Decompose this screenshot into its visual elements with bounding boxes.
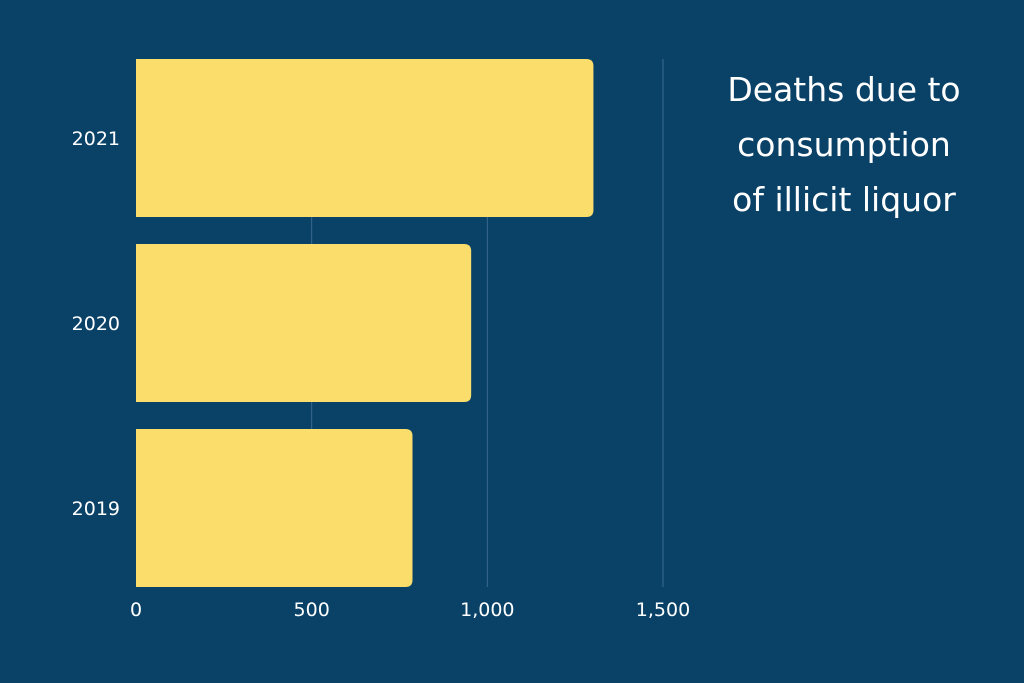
x-tick-labels: 0 500 1,000 1,500 bbox=[130, 599, 690, 621]
bar-2020 bbox=[136, 244, 472, 402]
x-tick-label-2: 1,000 bbox=[460, 599, 514, 621]
category-label-2020: 2020 bbox=[72, 313, 120, 335]
bars bbox=[136, 59, 594, 587]
chart-title-line-3: of illicit liquor bbox=[732, 180, 956, 219]
chart-title: Deaths due to consumption of illicit liq… bbox=[690, 62, 998, 227]
bar-2021 bbox=[136, 59, 594, 217]
x-tick-label-3: 1,500 bbox=[636, 599, 690, 621]
chart-title-line-2: consumption bbox=[737, 125, 951, 164]
category-label-2021: 2021 bbox=[72, 128, 120, 150]
chart-title-line-1: Deaths due to bbox=[727, 70, 961, 109]
category-label-2019: 2019 bbox=[72, 498, 120, 520]
bar-2019 bbox=[136, 429, 413, 587]
x-tick-label-1: 500 bbox=[294, 599, 330, 621]
x-tick-label-0: 0 bbox=[130, 599, 142, 621]
category-labels: 2021 2020 2019 bbox=[72, 128, 120, 520]
